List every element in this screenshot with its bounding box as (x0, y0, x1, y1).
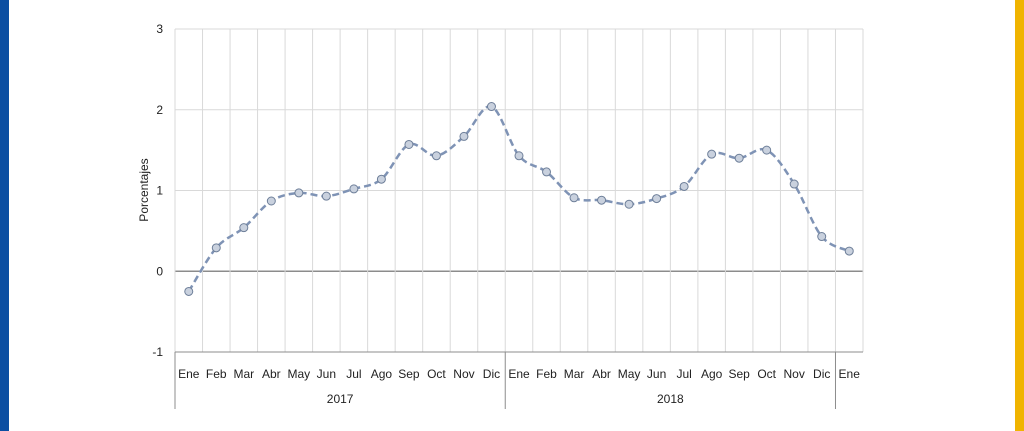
data-point (486, 102, 496, 112)
x-tick-label: Abr (592, 367, 611, 381)
y-tick-label: -1 (152, 345, 163, 359)
y-tick-label: 3 (156, 22, 163, 36)
x-tick-label: Oct (757, 367, 776, 381)
data-point (844, 246, 854, 256)
data-point (376, 174, 386, 184)
x-tick-label: Ene (508, 367, 530, 381)
x-tick-label: May (288, 367, 311, 381)
x-tick-label: Abr (262, 367, 281, 381)
left-accent-bar (0, 0, 9, 431)
data-point (679, 181, 689, 191)
x-tick-label: Ago (371, 367, 393, 381)
data-point (707, 149, 717, 159)
x-tick-label: Feb (536, 367, 557, 381)
x-tick-label: Mar (564, 367, 585, 381)
x-tick-label: Oct (427, 367, 446, 381)
data-point (762, 145, 772, 155)
data-point (321, 191, 331, 201)
x-tick-label: Jun (647, 367, 666, 381)
data-point (239, 223, 249, 233)
data-point (266, 196, 276, 206)
x-tick-label: Ago (701, 367, 723, 381)
data-point (734, 153, 744, 163)
series-line (187, 105, 850, 293)
x-tick-label: Dic (813, 367, 830, 381)
grid-lines (174, 28, 864, 353)
x-tick-label: Jul (346, 367, 361, 381)
x-tick-label: Mar (233, 367, 254, 381)
data-point (349, 184, 359, 194)
data-point (789, 179, 799, 189)
x-axis: Ene Feb Mar Abr May Jun Jul Ago Sep Oct Nov Dic Ene F… (174, 351, 863, 409)
data-point (431, 151, 441, 161)
data-point (569, 193, 579, 203)
y-tick-label: 1 (156, 184, 163, 198)
series-layer (184, 102, 854, 296)
data-point (817, 232, 827, 242)
y-tick-label: 0 (156, 264, 163, 278)
group-label: 2018 (657, 392, 684, 406)
x-tick-label: Nov (784, 367, 805, 381)
data-point (404, 139, 414, 149)
data-point (211, 243, 221, 253)
x-tick-label: Feb (206, 367, 227, 381)
right-accent-bar (1015, 0, 1024, 431)
group-label: 2017 (327, 392, 354, 406)
x-tick-label: May (618, 367, 641, 381)
data-point (652, 194, 662, 204)
x-tick-label: Ene (178, 367, 200, 381)
y-axis-title: Porcentajes (137, 158, 151, 221)
data-point (542, 167, 552, 177)
data-point (184, 286, 194, 296)
y-axis: -1 0 1 2 3 (152, 22, 163, 359)
x-tick-label: Ene (839, 367, 861, 381)
x-tick-label: Nov (453, 367, 474, 381)
data-point (597, 195, 607, 205)
data-point (624, 199, 634, 209)
data-point (294, 188, 304, 198)
x-tick-label: Jul (676, 367, 691, 381)
x-tick-label: Sep (398, 367, 420, 381)
data-point (514, 151, 524, 161)
data-point (459, 131, 469, 141)
x-tick-label: Dic (483, 367, 500, 381)
x-tick-label: Jun (317, 367, 336, 381)
y-tick-label: 2 (156, 103, 163, 117)
x-tick-label: Sep (728, 367, 750, 381)
